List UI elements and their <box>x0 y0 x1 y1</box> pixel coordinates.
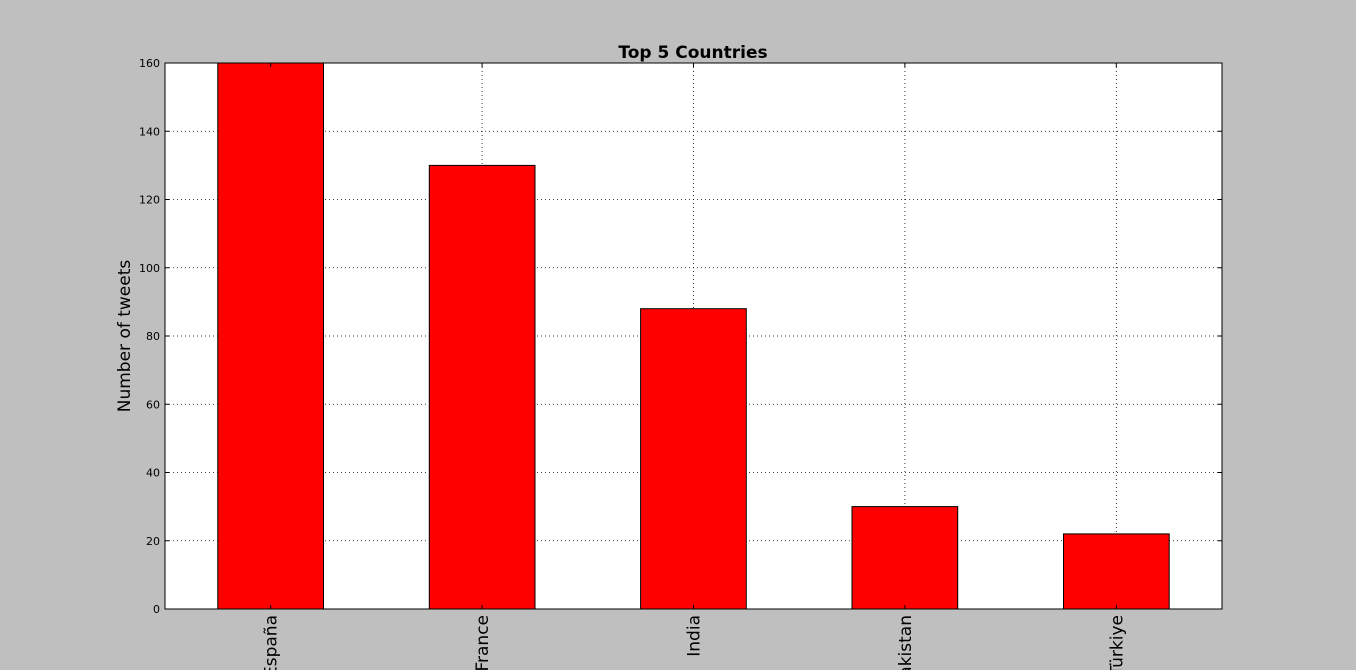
bar <box>640 308 747 610</box>
y-tick-label: 160 <box>139 57 160 70</box>
y-tick-label: 0 <box>153 603 160 616</box>
y-tick-label: 20 <box>146 535 160 548</box>
y-tick-label: 40 <box>146 467 160 480</box>
bar <box>217 62 324 610</box>
axis-ticks <box>165 62 1222 610</box>
y-tick-labels: 0 20 40 60 80 100 120 140 160 <box>139 57 160 616</box>
y-tick-label: 100 <box>139 262 160 275</box>
y-tick-label: 60 <box>146 398 160 411</box>
y-tick-label: 140 <box>139 125 160 138</box>
x-tick-label: France <box>473 615 493 670</box>
x-tick-label: India <box>685 615 705 657</box>
x-tick-label: Türkiye <box>1107 615 1127 670</box>
bar <box>1063 533 1170 610</box>
bars <box>217 62 1170 610</box>
bar <box>851 506 959 610</box>
x-tick-label: España <box>262 615 282 670</box>
chart-title: Top 5 Countries <box>618 43 767 63</box>
y-axis-label: Number of tweets <box>115 260 135 413</box>
x-tick-labels: España France India Pakistan Türkiye <box>262 615 1128 670</box>
bar <box>428 164 536 610</box>
y-tick-label: 80 <box>146 330 160 343</box>
y-tick-label: 120 <box>139 194 160 207</box>
x-tick-label: Pakistan <box>896 615 916 670</box>
